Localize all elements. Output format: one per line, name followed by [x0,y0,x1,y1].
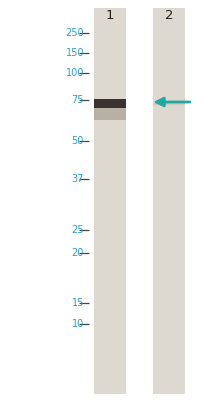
Text: 250: 250 [65,28,84,38]
Text: 37: 37 [71,174,84,184]
Bar [152,101,184,105]
Text: 10: 10 [71,319,84,329]
Bar [93,99,125,108]
Bar [93,108,125,120]
Text: 2: 2 [164,9,173,22]
Text: 150: 150 [65,48,84,58]
Text: 75: 75 [71,95,84,105]
Text: 15: 15 [71,298,84,308]
Text: 100: 100 [65,68,84,78]
Text: 20: 20 [71,248,84,258]
Text: 1: 1 [105,9,113,22]
Text: 50: 50 [71,136,84,146]
Text: 25: 25 [71,225,84,235]
Bar [152,8,184,394]
Bar [93,8,125,394]
